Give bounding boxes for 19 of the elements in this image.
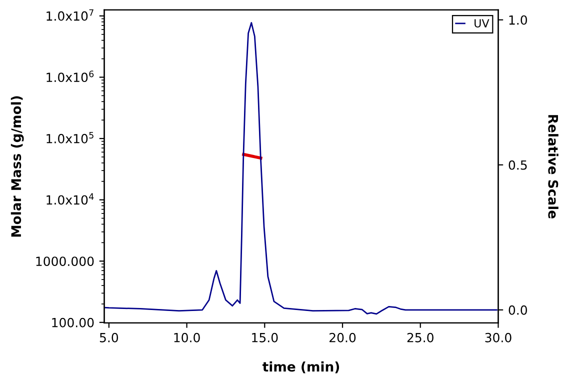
legend-label: UV: [474, 19, 490, 28]
y-axis-title: Molar Mass (g/mol): [10, 96, 24, 237]
x-axis-title: time (min): [262, 361, 340, 374]
y2-tick-label: 1.0: [509, 15, 528, 25]
y2-tick-label: 0.5: [508, 160, 527, 170]
y-tick-label: 1.0x10$^{4}$: [46, 193, 94, 205]
y2-axis-title: Relative Scale: [548, 115, 558, 218]
x-tick-label: 30.0: [485, 332, 512, 342]
x-tick-label: 20.0: [330, 332, 356, 342]
y-tick-label: 100.00: [52, 318, 94, 328]
y2-tick-label: 0.0: [508, 305, 528, 315]
x-tick-label: 15.0: [252, 332, 278, 342]
y-tick-label: 1000.000: [36, 256, 94, 266]
x-tick-label: 25.0: [407, 332, 434, 342]
x-tick-label: 5.0: [100, 332, 118, 342]
y-tick-label: 1.0x10$^{7}$: [46, 9, 94, 21]
y-tick-label: 1.0x10$^{6}$: [46, 70, 94, 82]
y-tick-label: 1.0x10$^{5}$: [46, 132, 94, 144]
x-tick-label: 10.0: [174, 332, 200, 342]
